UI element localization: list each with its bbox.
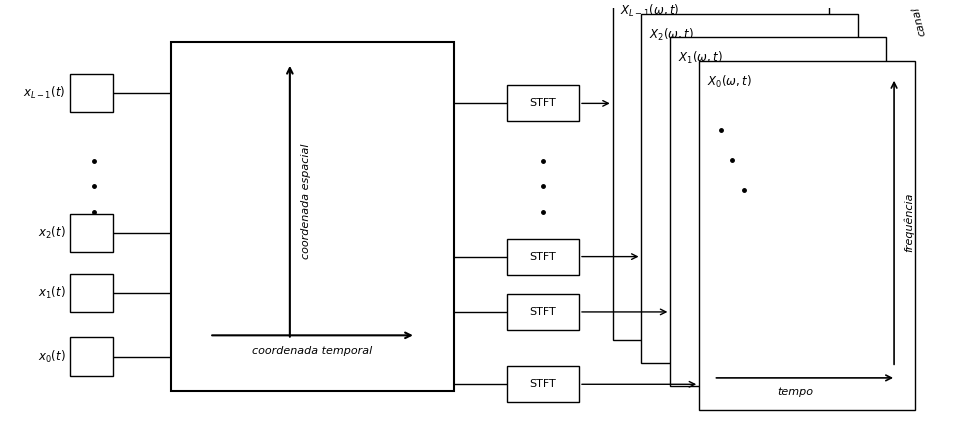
Text: tempo: tempo — [777, 387, 813, 397]
Bar — [507, 366, 579, 402]
Text: $x_1(t)$: $x_1(t)$ — [38, 285, 66, 301]
Text: coordenada espacial: coordenada espacial — [301, 143, 311, 259]
Bar — [699, 61, 915, 410]
Text: STFT: STFT — [529, 307, 556, 317]
Text: $X_0(\omega,t)$: $X_0(\omega,t)$ — [707, 74, 752, 90]
Bar — [171, 42, 454, 391]
Bar — [70, 74, 113, 112]
Bar — [70, 274, 113, 312]
Text: $X_{L-1}(\omega,t)$: $X_{L-1}(\omega,t)$ — [620, 3, 680, 20]
Text: $x_{L-1}(t)$: $x_{L-1}(t)$ — [23, 85, 66, 101]
Bar — [641, 14, 858, 363]
Text: $x_0(t)$: $x_0(t)$ — [38, 348, 66, 364]
Text: $x_2(t)$: $x_2(t)$ — [38, 225, 66, 241]
Text: coordenada temporal: coordenada temporal — [252, 346, 373, 356]
Text: canal: canal — [911, 6, 927, 37]
Bar — [612, 0, 829, 340]
Bar — [507, 85, 579, 122]
Text: STFT: STFT — [529, 379, 556, 389]
Text: $X_2(\omega,t)$: $X_2(\omega,t)$ — [649, 27, 694, 43]
Bar — [70, 214, 113, 252]
Text: frequência: frequência — [903, 193, 914, 252]
Text: $X_1(\omega,t)$: $X_1(\omega,t)$ — [678, 50, 723, 66]
Bar — [670, 37, 887, 386]
Bar — [70, 337, 113, 376]
Bar — [507, 294, 579, 330]
Text: STFT: STFT — [529, 99, 556, 109]
Bar — [507, 238, 579, 275]
Text: STFT: STFT — [529, 252, 556, 262]
